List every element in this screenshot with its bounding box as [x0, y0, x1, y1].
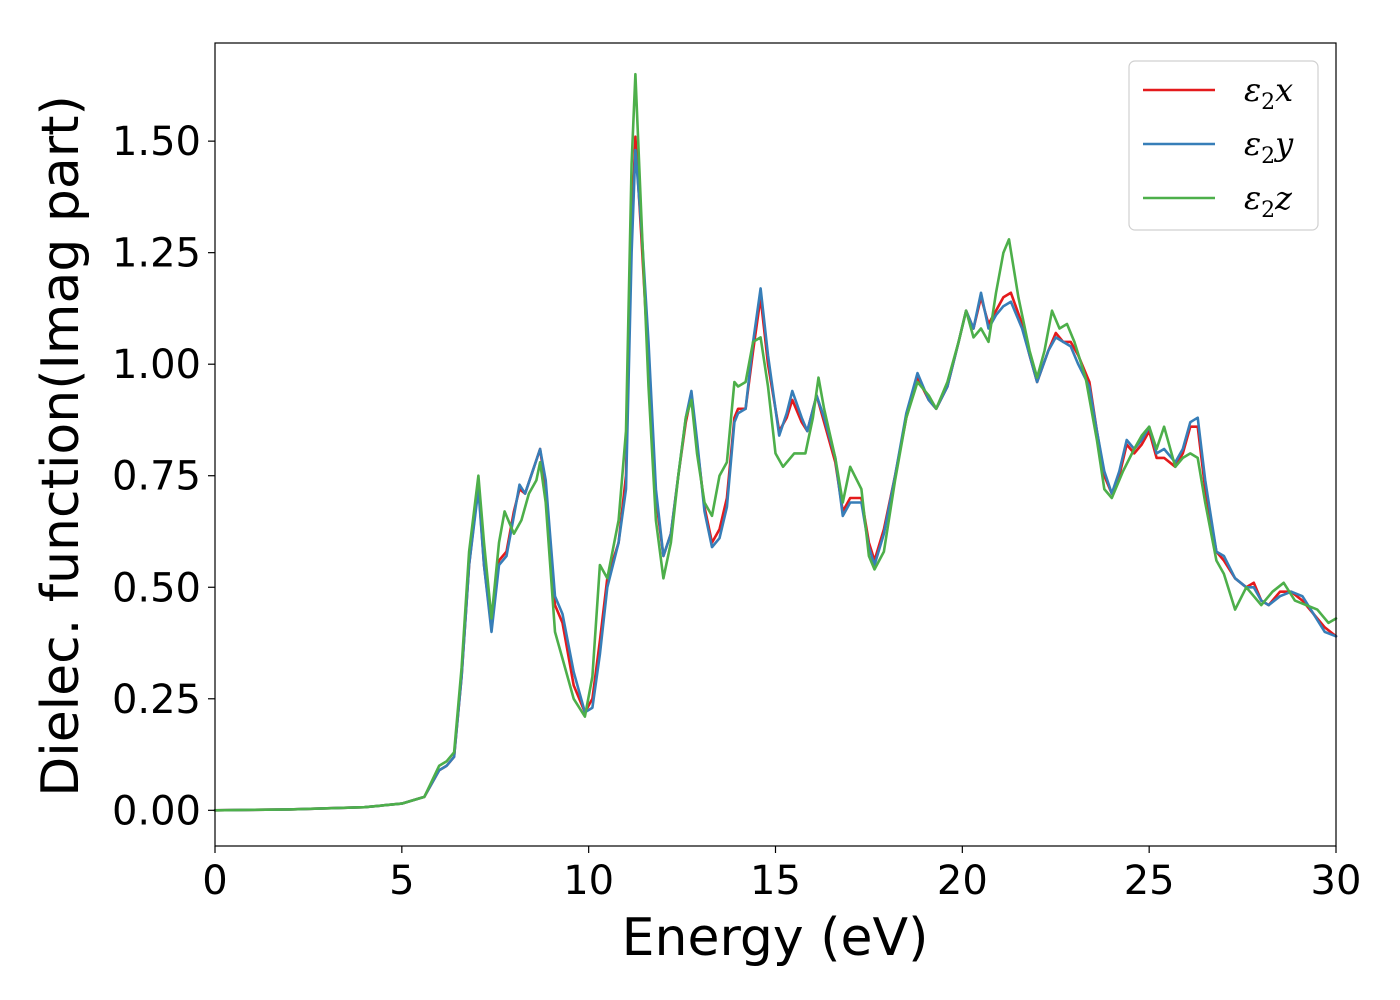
x-tick-label: 30 — [1311, 858, 1362, 904]
x-tick-label: 0 — [202, 858, 227, 904]
series-line-3 — [213, 72, 1338, 812]
x-axis-label: Energy (eV) — [622, 908, 929, 968]
y-tick-label: 0.50 — [112, 565, 201, 611]
y-tick-label: 1.25 — [112, 231, 201, 277]
y-axis-ticks: 0.00 0.25 0.50 0.75 1.00 1.25 1.50 — [112, 119, 215, 834]
y-tick-label: 0.75 — [112, 454, 201, 500]
legend-box — [1128, 60, 1319, 231]
y-axis-label: Dielec. function(Imag part) — [31, 95, 91, 797]
legend-label-2: ε2y — [1244, 125, 1294, 169]
x-axis-ticks: 0 5 10 15 20 25 30 — [202, 846, 1361, 904]
legend-label-3: ε2z — [1244, 179, 1293, 223]
x-tick-label: 10 — [563, 858, 614, 904]
y-tick-label: 0.00 — [112, 788, 201, 834]
series-layer — [213, 72, 1338, 812]
legend-label-1: ε2x — [1244, 71, 1293, 115]
x-tick-label: 20 — [937, 858, 988, 904]
legend: ε2x ε2y ε2z — [1128, 60, 1319, 231]
y-tick-label: 1.00 — [112, 342, 201, 388]
y-tick-label: 0.25 — [112, 677, 201, 723]
x-tick-label: 25 — [1124, 858, 1175, 904]
x-tick-label: 15 — [750, 858, 801, 904]
y-tick-label: 1.50 — [112, 119, 201, 165]
x-tick-label: 5 — [389, 858, 414, 904]
